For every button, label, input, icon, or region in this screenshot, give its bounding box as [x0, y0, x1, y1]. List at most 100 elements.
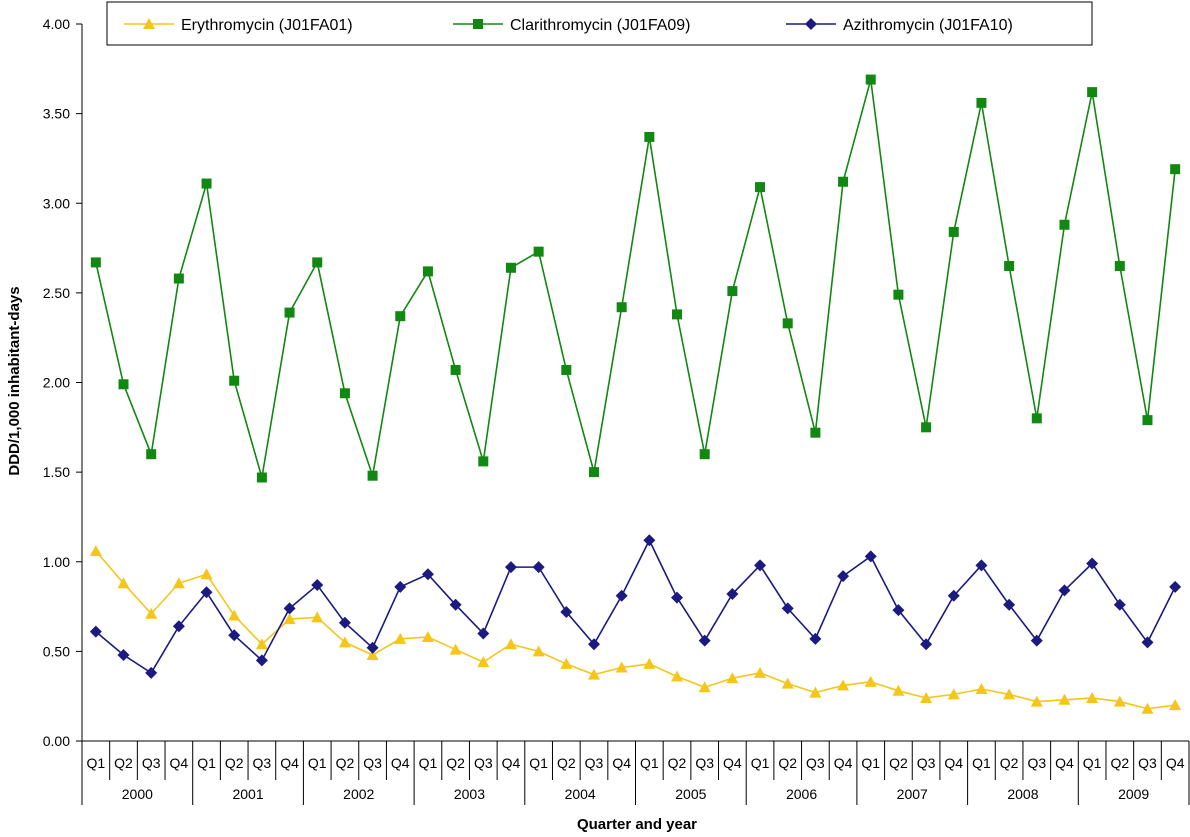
x-tick-label-quarter: Q4: [723, 755, 742, 771]
data-point: [311, 611, 324, 623]
data-point: [587, 668, 600, 680]
x-tick-label-quarter: Q3: [695, 755, 714, 771]
data-point: [837, 679, 850, 691]
x-tick-label-quarter: Q2: [778, 755, 797, 771]
data-point: [615, 661, 628, 673]
x-axis: Q1 Q2 Q3 Q4 Q1 Q2 Q3 Q4 Q1 Q2 Q3 Q4 Q1 Q2 Q3 Q4 Q1 Q2 Q3 Q4…: [81, 740, 1190, 805]
data-point: [975, 559, 988, 572]
x-tick-label-quarter: Q1: [751, 755, 770, 771]
data-point: [312, 257, 323, 268]
data-point: [504, 638, 517, 650]
x-tick-label-year: 2004: [565, 786, 596, 802]
data-point: [809, 686, 822, 698]
data-point: [172, 577, 185, 589]
x-tick-label-year: 2003: [454, 786, 485, 802]
data-point: [920, 691, 933, 703]
data-point: [699, 449, 710, 460]
data-point: [1169, 699, 1182, 711]
data-point: [145, 607, 158, 619]
series-1: [90, 74, 1181, 483]
data-point: [504, 561, 517, 574]
y-tick-label: 3.00: [43, 195, 70, 211]
data-point: [644, 131, 655, 142]
y-tick-label: 0.50: [43, 643, 70, 659]
data-point: [367, 470, 378, 481]
x-tick-label-quarter: Q1: [1083, 755, 1102, 771]
data-point: [421, 631, 434, 643]
data-point: [975, 683, 988, 695]
data-point: [89, 544, 102, 556]
x-tick-label-quarter: Q2: [446, 755, 465, 771]
data-point: [671, 591, 684, 604]
legend: Erythromycin (J01FA01) Clarithromycin (J0…: [106, 1, 1093, 46]
data-point: [726, 672, 739, 684]
data-point: [449, 643, 462, 655]
data-point: [727, 286, 738, 297]
data-point: [117, 648, 130, 661]
x-tick-label-quarter: Q4: [1166, 755, 1185, 771]
data-point: [394, 632, 407, 644]
data-point: [201, 178, 212, 189]
data-point: [1141, 636, 1154, 649]
x-tick-label-quarter: Q4: [391, 755, 410, 771]
data-point: [892, 604, 905, 617]
series-line: [95, 550, 1176, 710]
data-point: [754, 666, 767, 678]
data-point: [643, 657, 656, 669]
x-tick-label-quarter: Q4: [280, 755, 299, 771]
data-point: [255, 638, 268, 650]
data-point: [1003, 598, 1016, 611]
data-point: [89, 625, 102, 638]
data-point: [560, 657, 573, 669]
data-point: [1113, 598, 1126, 611]
data-point: [1086, 691, 1099, 703]
data-point: [366, 641, 379, 654]
data-point: [616, 302, 627, 313]
data-point: [117, 577, 130, 589]
data-point: [921, 422, 932, 433]
legend-item: Clarithromycin (J01FA09): [453, 17, 691, 34]
data-point: [172, 620, 185, 633]
data-point: [284, 307, 295, 318]
x-tick-label-quarter: Q4: [502, 755, 521, 771]
x-tick-label-quarter: Q1: [529, 755, 548, 771]
y-axis: 0.00 0.50 1.00 1.50 2.00 2.50 3.00 3.50 4.00: [43, 16, 83, 749]
x-tick-label-quarter: Q1: [861, 755, 880, 771]
data-point: [256, 472, 267, 483]
data-point: [755, 182, 766, 193]
x-tick-label-quarter: Q2: [668, 755, 687, 771]
data-point: [311, 579, 324, 592]
x-tick-label-quarter: Q3: [806, 755, 825, 771]
data-point: [1087, 87, 1098, 98]
data-point: [1114, 260, 1125, 271]
x-tick-label-quarter: Q1: [640, 755, 659, 771]
data-point: [864, 675, 877, 687]
data-point: [810, 427, 821, 438]
x-tick-label-quarter: Q2: [225, 755, 244, 771]
data-point: [1003, 688, 1016, 700]
legend-marker: [805, 18, 817, 30]
plot-area: [89, 74, 1182, 714]
data-point: [1142, 415, 1153, 426]
data-point: [1030, 695, 1043, 707]
x-tick-label-quarter: Q4: [944, 755, 963, 771]
data-point: [726, 588, 739, 601]
series-2: [89, 534, 1182, 679]
data-point: [229, 375, 240, 386]
data-point: [698, 634, 711, 647]
legend-label: Erythromycin (J01FA01): [181, 17, 353, 34]
x-tick-label-quarter: Q3: [1138, 755, 1157, 771]
data-point: [1059, 219, 1070, 230]
data-point: [892, 684, 905, 696]
data-point: [478, 456, 489, 467]
data-point: [1086, 557, 1099, 570]
x-tick-label-year: 2000: [122, 786, 153, 802]
legend-item: Azithromycin (J01FA10): [786, 17, 1013, 34]
data-point: [1058, 584, 1071, 597]
data-point: [366, 648, 379, 660]
series-line: [95, 79, 1176, 478]
data-point: [588, 467, 599, 478]
data-point: [948, 226, 959, 237]
data-point: [533, 246, 544, 257]
data-point: [228, 609, 241, 621]
